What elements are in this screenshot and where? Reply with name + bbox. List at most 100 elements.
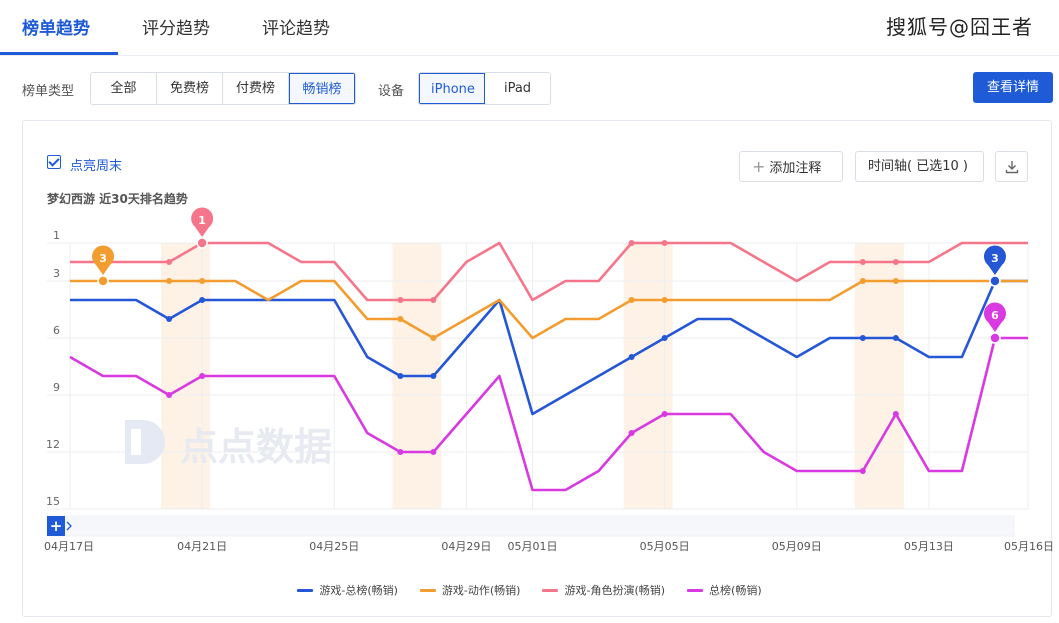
- chart-title: 梦幻西游 近30天排名趋势: [47, 192, 188, 206]
- y-tick-label: 15: [46, 495, 60, 508]
- tab-rating-trend[interactable]: 评分趋势: [142, 19, 210, 39]
- legend-swatch: [687, 588, 704, 592]
- data-point: [430, 297, 437, 303]
- timeline-button[interactable]: 时间轴( 已选10 ): [855, 151, 984, 182]
- weekend-band: [854, 243, 904, 509]
- rank-pin-marker: [191, 207, 214, 237]
- rank-pin-label: 3: [991, 252, 999, 265]
- device-label: 设备: [378, 84, 405, 99]
- data-point: [397, 449, 404, 455]
- active-tab-indicator: [0, 52, 118, 55]
- rank-pin-label: 1: [198, 214, 206, 227]
- x-tick-label: 05月13日: [904, 540, 954, 553]
- data-point: [892, 411, 899, 417]
- device-selector: iPhone iPad: [418, 72, 551, 105]
- legend-label: 游戏-角色扮演(畅销): [564, 584, 666, 597]
- source-watermark: 搜狐号@囧王者: [886, 15, 1033, 39]
- legend-swatch: [419, 588, 436, 592]
- data-point: [628, 240, 635, 246]
- data-point: [397, 373, 404, 379]
- add-note-button[interactable]: + 添加注释: [739, 151, 843, 182]
- timeline-label: 时间轴( 已选10 ): [868, 159, 968, 174]
- x-tick-label: 05月05日: [640, 540, 690, 553]
- data-point: [166, 392, 173, 398]
- slider-handle-icon[interactable]: [66, 521, 72, 531]
- rank-pin-label: 6: [991, 309, 999, 322]
- data-point: [166, 278, 173, 284]
- y-tick-label: 6: [53, 324, 60, 337]
- data-point: [199, 373, 206, 379]
- rank-pin-marker: [983, 302, 1006, 332]
- view-details-button[interactable]: 查看详情: [973, 72, 1053, 103]
- x-tick-label: 04月21日: [177, 540, 227, 553]
- legend-item[interactable]: 游戏-角色扮演(畅销): [542, 582, 665, 598]
- legend-label: 总榜(畅销): [709, 584, 762, 597]
- data-point: [397, 297, 404, 303]
- data-point: [859, 278, 866, 284]
- plus-icon: +: [752, 157, 766, 176]
- range-slider-track[interactable]: [46, 515, 1015, 537]
- weekend-checkbox[interactable]: [47, 155, 61, 169]
- rank-pin-label: 3: [99, 252, 107, 265]
- data-point: [628, 430, 635, 436]
- y-tick-label: 12: [46, 438, 60, 451]
- legend-item[interactable]: 游戏-总榜(畅销): [297, 582, 398, 598]
- legend-item[interactable]: 游戏-动作(畅销): [419, 582, 521, 598]
- chart-watermark-logo: [125, 420, 165, 464]
- data-point: [166, 316, 173, 322]
- chart-type-paid[interactable]: 付费榜: [223, 73, 289, 104]
- chart-panel: [22, 120, 1052, 617]
- data-point: [661, 411, 668, 417]
- data-point: [859, 468, 866, 474]
- chart-type-all[interactable]: 全部: [91, 73, 157, 104]
- data-point: [892, 335, 899, 341]
- legend-label: 游戏-动作(畅销): [441, 584, 521, 597]
- data-point: [199, 297, 206, 303]
- device-ipad[interactable]: iPad: [485, 73, 550, 104]
- legend-swatch: [542, 588, 559, 592]
- data-point: [199, 278, 206, 284]
- chart-type-selector: 全部 免费榜 付费榜 畅销榜: [90, 72, 356, 105]
- tab-rank-trend[interactable]: 榜单趋势: [22, 19, 90, 39]
- x-tick-label: 04月17日: [44, 540, 94, 553]
- chart-type-label: 榜单类型: [22, 84, 75, 99]
- data-point: [430, 449, 437, 455]
- data-point: [397, 316, 404, 322]
- legend-swatch: [297, 588, 314, 592]
- y-tick-label: 3: [53, 267, 60, 280]
- highlight-point: [989, 332, 1001, 344]
- series-line: [69, 336, 1028, 492]
- data-point: [661, 335, 668, 341]
- data-point: [859, 335, 866, 341]
- top-tab-bar: 榜单趋势 评分趋势 评论趋势 搜狐号@囧王者: [0, 0, 1059, 56]
- legend-item[interactable]: 总榜(畅销): [687, 582, 762, 598]
- data-point: [628, 297, 635, 303]
- y-tick-label: 9: [53, 381, 60, 394]
- x-tick-label: 04月29日: [441, 540, 491, 553]
- data-point: [430, 335, 437, 341]
- download-icon: [1005, 161, 1018, 174]
- data-point: [892, 259, 899, 265]
- device-iphone[interactable]: iPhone: [419, 73, 485, 104]
- range-slider-expand-button[interactable]: [47, 516, 65, 536]
- expand-plus-icon: +: [50, 517, 63, 535]
- series-line: [70, 241, 1028, 302]
- add-note-label: 添加注释: [769, 161, 822, 176]
- data-point: [166, 259, 173, 265]
- x-tick-label: 05月16日: [1004, 540, 1054, 553]
- chart-type-grossing[interactable]: 畅销榜: [289, 73, 355, 104]
- x-tick-label: 05月09日: [772, 540, 822, 553]
- weekend-checkbox-label[interactable]: 点亮周末: [70, 159, 123, 174]
- series-line: [70, 279, 1028, 416]
- tab-review-trend[interactable]: 评论趋势: [262, 19, 330, 39]
- download-button[interactable]: [995, 151, 1028, 182]
- chart-type-free[interactable]: 免费榜: [157, 73, 223, 104]
- data-point: [430, 373, 437, 379]
- y-tick-label: 1: [53, 229, 60, 242]
- legend-label: 游戏-总榜(畅销): [319, 584, 398, 597]
- data-point: [859, 259, 866, 265]
- data-point: [628, 354, 635, 360]
- chart-watermark-text: 点点数据: [180, 425, 332, 469]
- x-tick-label: 04月25日: [309, 540, 359, 553]
